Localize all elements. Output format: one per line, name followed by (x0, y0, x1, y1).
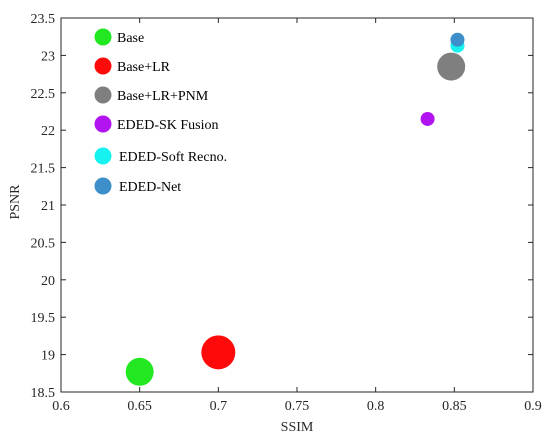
x-tick-label: 0.9 (524, 399, 542, 414)
y-tick-label: 23 (41, 49, 55, 64)
legend-label: EDED-Soft Recno. (119, 150, 227, 165)
y-tick-label: 22 (41, 124, 55, 139)
x-tick-label: 0.6 (52, 399, 70, 414)
x-tick-label: 0.85 (442, 399, 467, 414)
legend-marker (94, 177, 112, 195)
legend: Base Base+LR Base+LR+PNM EDED-SK Fusion EDED… (94, 28, 227, 195)
y-tick-label: 20.5 (31, 236, 56, 251)
data-point-base (125, 357, 154, 386)
y-tick-label: 21 (41, 199, 55, 214)
data-point-base-lr (201, 335, 236, 370)
y-tick-label: 23.5 (31, 12, 56, 27)
y-tick-label: 20 (41, 274, 55, 289)
legend-label: Base (117, 31, 144, 46)
axes: 0.6 0.65 0.7 0.75 0.8 0.85 0.9 18.5 19 19.5 20 20.5… (31, 12, 542, 414)
legend-label: Base+LR+PNM (117, 89, 209, 104)
x-tick-label: 0.8 (367, 399, 385, 414)
data-point-base-lr-pnm (437, 52, 466, 81)
legend-marker (94, 57, 112, 75)
legend-marker (94, 28, 112, 46)
data-point-eded-net (450, 32, 465, 47)
legend-marker (94, 147, 112, 165)
y-tick-label: 19 (41, 349, 55, 364)
y-tick-label: 18.5 (31, 386, 56, 401)
legend-label: EDED-SK Fusion (117, 118, 219, 133)
x-tick-label: 0.75 (285, 399, 310, 414)
x-axis-label: SSIM (281, 420, 314, 435)
x-tick-label: 0.7 (210, 399, 228, 414)
y-tick-label: 21.5 (31, 162, 56, 177)
legend-label: Base+LR (117, 60, 171, 75)
legend-label: EDED-Net (119, 180, 181, 195)
x-tick-label: 0.65 (127, 399, 152, 414)
y-tick-label: 22.5 (31, 87, 56, 102)
legend-marker (94, 115, 112, 133)
y-tick-label: 19.5 (31, 311, 56, 326)
data-point-eded-sk-fusion (420, 111, 435, 126)
y-axis-label: PSNR (8, 184, 23, 220)
legend-marker (94, 86, 112, 104)
data-points (125, 32, 466, 386)
